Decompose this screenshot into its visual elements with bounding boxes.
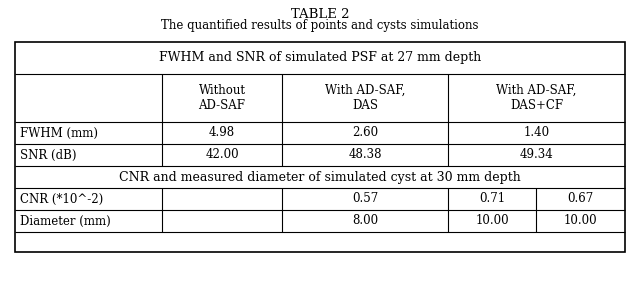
Text: FWHM and SNR of simulated PSF at 27 mm depth: FWHM and SNR of simulated PSF at 27 mm d… [159, 52, 481, 64]
Text: With AD-SAF,
DAS+CF: With AD-SAF, DAS+CF [496, 84, 577, 112]
Text: 0.57: 0.57 [352, 193, 378, 206]
Text: 1.40: 1.40 [524, 126, 550, 139]
Text: CNR and measured diameter of simulated cyst at 30 mm depth: CNR and measured diameter of simulated c… [119, 171, 521, 184]
Text: 0.67: 0.67 [568, 193, 594, 206]
Text: Diameter (mm): Diameter (mm) [20, 215, 111, 227]
Text: TABLE 2: TABLE 2 [291, 8, 349, 21]
Text: SNR (dB): SNR (dB) [20, 148, 77, 162]
Text: 8.00: 8.00 [352, 215, 378, 227]
Text: 10.00: 10.00 [564, 215, 597, 227]
Text: The quantified results of points and cysts simulations: The quantified results of points and cys… [161, 19, 479, 32]
Text: 4.98: 4.98 [209, 126, 235, 139]
Text: 49.34: 49.34 [520, 148, 554, 162]
Text: With AD-SAF,
DAS: With AD-SAF, DAS [325, 84, 405, 112]
Text: 2.60: 2.60 [352, 126, 378, 139]
Text: 48.38: 48.38 [348, 148, 381, 162]
Text: 42.00: 42.00 [205, 148, 239, 162]
Text: 0.71: 0.71 [479, 193, 505, 206]
Text: Without
AD-SAF: Without AD-SAF [198, 84, 246, 112]
Text: 10.00: 10.00 [475, 215, 509, 227]
Text: FWHM (mm): FWHM (mm) [20, 126, 98, 139]
Text: CNR (*10^-2): CNR (*10^-2) [20, 193, 103, 206]
Bar [15, 42, 625, 252]
